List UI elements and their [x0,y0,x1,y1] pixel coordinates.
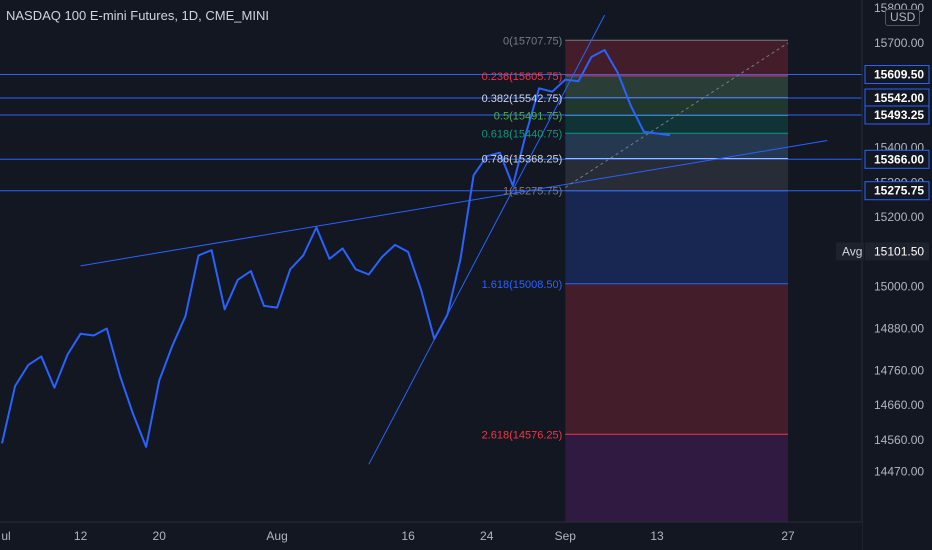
fib-zone [565,133,788,159]
price-tick-label: 14470.00 [874,464,924,478]
avg-value-tag [865,242,929,261]
fibonacci-labels: 0(15707.75) 0.236(15605.75) 0.382(15542.75… [482,35,563,441]
time-tick-label: 20 [153,529,167,543]
time-tick-label: 24 [480,529,494,543]
time-tick-label: ul [1,529,10,543]
time-tick-label: 27 [781,529,795,543]
trend-line [80,139,828,267]
time-tick-label: Sep [555,529,577,543]
price-line [1,49,671,448]
time-tick-label: 12 [74,529,88,543]
price-tick-label: 14760.00 [874,363,924,377]
price-tick-label: 15200.00 [874,210,924,224]
time-tick-label: 16 [401,529,415,543]
price-line-tag-label: 15609.50 [874,68,924,82]
trend-line [368,14,606,465]
fib-level-label: 0.618(15440.75) [482,128,563,140]
price-line-tag [864,105,930,125]
price-line-tag-label: 15542.00 [874,91,924,105]
fib-zone [565,40,788,76]
fib-zone [565,434,788,522]
fib-level-label: 0.382(15542.75) [482,93,563,105]
price-tick-label: 14880.00 [874,322,924,336]
fib-level-label: 0.236(15605.75) [482,71,563,83]
fib-level-label: 0.786(15368.25) [482,154,563,166]
fib-zone [565,75,788,98]
price-line-tag [864,181,930,201]
price-line-tag [864,65,930,85]
time-tick-label: 13 [650,529,664,543]
price-tick-label: 15000.00 [874,280,924,294]
fib-zone [565,97,788,116]
fib-zone [565,115,788,134]
price-tick-label: 14660.00 [874,398,924,412]
fib-level-label: 0.5(15491.75) [494,111,563,123]
fibonacci-zones [565,39,788,522]
fib-level-label: 2.618(14576.25) [482,429,563,441]
price-tick-label: 14560.00 [874,433,924,447]
avg-tag [836,242,864,261]
time-axis-background [0,522,862,550]
fib-zone [565,283,788,435]
fib-trend-dashed-line [565,42,789,188]
fib-zone [565,190,788,284]
trend-lines[interactable] [80,14,828,465]
price-series [1,49,671,448]
fib-zone [565,158,788,191]
currency-badge[interactable]: USD [885,9,921,26]
price-tick-label: 15700.00 [874,36,924,50]
price-axis[interactable]: 15800.0015700.0015400.0015300.0015200.00… [836,0,932,550]
avg-label: Avg [842,244,862,258]
horizontal-lines[interactable] [0,74,862,192]
fib-level-label: 1.618(15008.50) [482,279,563,291]
price-line-tag-label: 15493.25 [874,108,924,122]
time-tick-label: Aug [266,529,287,543]
price-line-tag-label: 15275.75 [874,184,924,198]
price-line-tag [864,149,930,169]
avg-value-label: 15101.50 [874,244,924,258]
price-line-tag-label: 15366.00 [874,152,924,166]
time-axis[interactable]: ul 12 20 Aug 16 24 Sep 13 27 [0,521,862,550]
fib-level-label: 0(15707.75) [503,35,562,47]
fib-level-label: 1(15275.75) [503,186,562,198]
chart-title: NASDAQ 100 E-mini Futures, 1D, CME_MINI [6,8,269,23]
